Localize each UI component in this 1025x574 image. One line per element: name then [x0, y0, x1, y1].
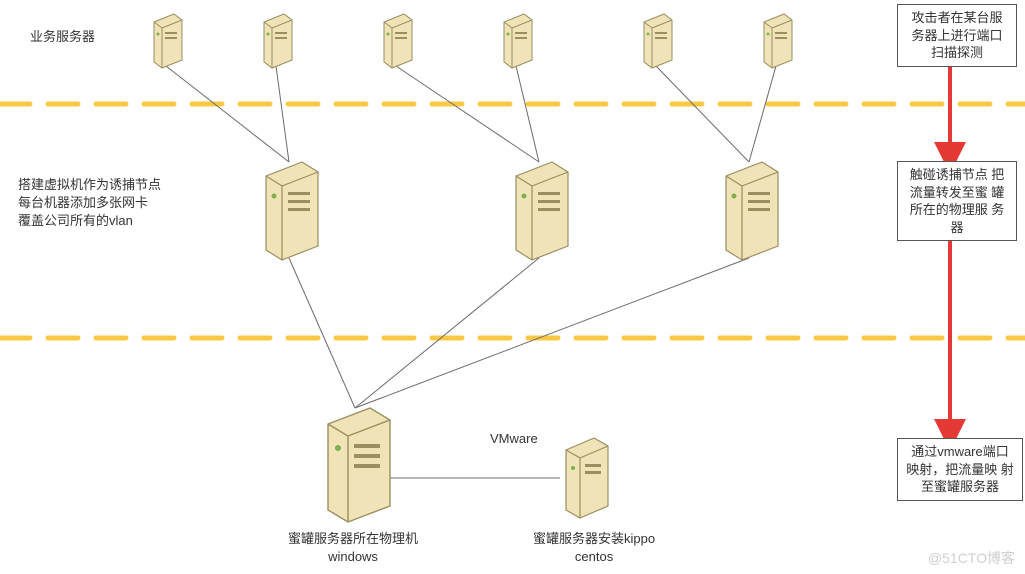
flow-box-1: 攻击者在某台服 务器上进行端口 扫描探测 [897, 4, 1017, 67]
server-icon [264, 14, 292, 68]
server-icon [384, 14, 412, 68]
label-vm-note: 搭建虚拟机作为诱捕节点 每台机器添加多张网卡 覆盖公司所有的vlan [18, 176, 161, 231]
flow-box-3: 通过vmware端口 映射，把流量映 射至蜜罐服务器 [897, 438, 1023, 501]
label-honeypot-kippo: 蜜罐服务器安装kippo centos [533, 530, 655, 566]
diagram-svg [0, 0, 1025, 574]
top-servers [154, 14, 792, 68]
server-icon [644, 14, 672, 68]
server-icon [266, 162, 318, 260]
label-business-servers: 业务服务器 [30, 28, 95, 46]
flow-box-2: 触碰诱捕节点 把流量转发至蜜 罐所在的物理服 务器 [897, 161, 1017, 241]
honeypot-kippo-icon [566, 438, 608, 518]
edges-mid-bottom [289, 258, 749, 408]
label-honeypot-host: 蜜罐服务器所在物理机 windows [288, 530, 418, 566]
server-icon [764, 14, 792, 68]
server-icon [504, 14, 532, 68]
server-icon [726, 162, 778, 260]
edges-top-mid [166, 66, 776, 162]
mid-servers [266, 162, 778, 260]
server-icon [154, 14, 182, 68]
label-vmware: VMware [490, 430, 538, 448]
watermark: @51CTO博客 [928, 548, 1015, 568]
server-icon [516, 162, 568, 260]
honeypot-host-icon [328, 408, 390, 522]
